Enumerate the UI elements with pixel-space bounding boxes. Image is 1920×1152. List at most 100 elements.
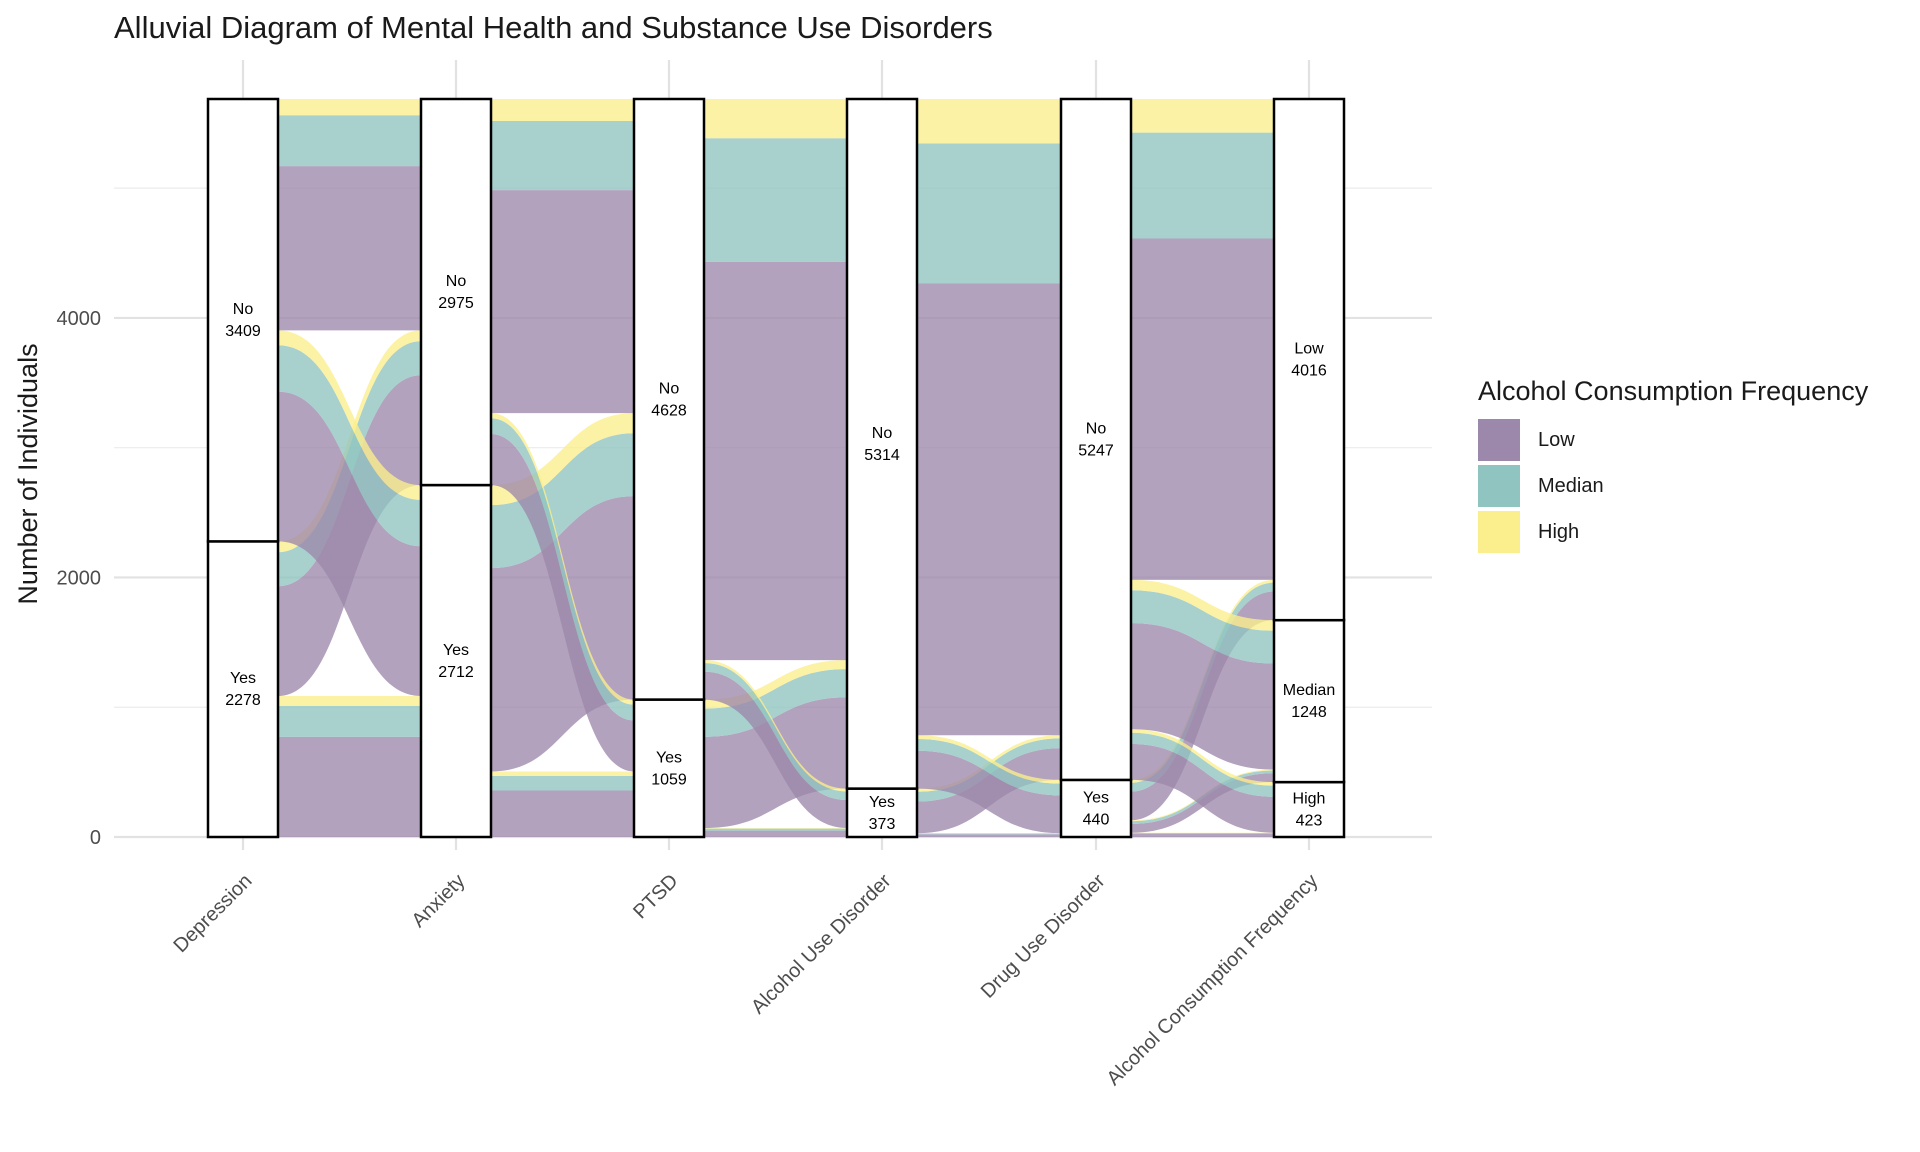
stratum-ptsd-yes: [632, 698, 706, 839]
x-axis-ticks: Depression Anxiety PTSD Alcohol Use Disorde…: [169, 870, 1322, 1090]
flow-anxiety-no-to-no-median: [491, 120, 634, 191]
stratum-label: Yes: [656, 749, 682, 766]
stratum-count: 3409: [225, 323, 261, 340]
flow-alcohol-use-disorder-no-to-no-low: [917, 283, 1061, 736]
flow-drug-use-disorder-no-to-low-low: [1131, 238, 1274, 580]
alluvial-plot: Yes 2278 No 3409 Yes 2712 No 2975 Yes 1059 No 4628 Y…: [13, 60, 1432, 1090]
x-tick-depression: Depression: [169, 870, 256, 957]
flow-ptsd-no-to-no-low: [704, 261, 847, 661]
stratum-ptsd-no: [632, 97, 706, 701]
x-tick-drug-use-disorder: Drug Use Disorder: [977, 870, 1110, 1003]
flow-drug-use-disorder-yes-to-high-median: [1131, 833, 1274, 834]
flow-alcohol-use-disorder-yes-to-yes-low: [917, 834, 1061, 837]
flow-ptsd-no-to-no-high: [704, 99, 847, 139]
stratum-count: 4628: [651, 402, 687, 419]
flow-alcohol-use-disorder-no-to-no-median: [917, 143, 1061, 284]
flow-ptsd-no-to-yes-median: [704, 662, 847, 801]
stratum-alcohol-use-disorder-yes: [845, 787, 919, 839]
legend-items: Low Median High: [1478, 417, 1868, 555]
stratum-label: No: [1086, 420, 1107, 437]
stratum-label: No: [872, 425, 893, 442]
stratum-label: No: [233, 301, 254, 318]
flow-depression-no-to-yes-low: [278, 391, 421, 697]
legend-title: Alcohol Consumption Frequency: [1478, 376, 1869, 406]
flow-drug-use-disorder-no-to-low-median: [1131, 132, 1274, 239]
x-tick-alcohol-consumption-frequency: Alcohol Consumption Frequency: [1103, 870, 1323, 1090]
legend-key-low: [1478, 419, 1520, 461]
y-tick-label: 2000: [57, 567, 102, 589]
flow-anxiety-yes-to-yes-low: [491, 790, 634, 837]
stratum-label: No: [446, 273, 467, 290]
y-tick-label: 4000: [57, 308, 102, 330]
legend-key-high: [1478, 511, 1520, 553]
stratum-label: Yes: [869, 794, 895, 811]
flow-depression-yes-to-yes-median: [278, 705, 421, 737]
stratum-depression-yes: [206, 540, 280, 839]
stratum-count: 423: [1296, 813, 1323, 830]
flow-anxiety-no-to-yes-median: [491, 418, 634, 721]
flow-ptsd-no-to-yes-high: [704, 660, 847, 792]
y-axis-label: Number of Individuals: [13, 343, 43, 604]
flow-drug-use-disorder-no-to-median-median: [1131, 590, 1274, 664]
legend-item-high: High: [1478, 509, 1868, 555]
stratum-depression-no: [206, 97, 280, 543]
flow-alcohol-use-disorder-no-to-yes-median: [917, 738, 1061, 796]
stratum-label: Median: [1283, 682, 1335, 699]
strata: Yes 2278 No 3409 Yes 2712 No 2975 Yes 1059 No 4628 Y…: [206, 97, 1346, 839]
stratum-alcohol-consumption-frequency-median: [1272, 618, 1346, 784]
stratum-label: Yes: [230, 670, 256, 687]
stratum-label: High: [1293, 791, 1326, 808]
stratum-count: 2975: [438, 295, 474, 312]
flows: [278, 99, 1274, 837]
stratum-count: 4016: [1291, 363, 1327, 380]
stratum-count: 5247: [1078, 442, 1114, 459]
flow-alcohol-use-disorder-yes-to-yes-median: [917, 833, 1061, 835]
flow-drug-use-disorder-no-to-median-high: [1131, 579, 1274, 631]
flow-ptsd-yes-to-yes-median: [704, 828, 847, 831]
stratum-label: Yes: [1083, 789, 1109, 806]
legend-label: Low: [1538, 428, 1575, 451]
stratum-count: 2712: [438, 664, 474, 681]
flow-anxiety-no-to-yes-high: [491, 413, 634, 705]
flow-depression-no-to-yes-high: [278, 330, 421, 500]
stratum-drug-use-disorder-no: [1059, 97, 1133, 782]
stratum-count: 5314: [864, 447, 900, 464]
x-tick-alcohol-use-disorder: Alcohol Use Disorder: [747, 870, 896, 1019]
stratum-anxiety-no: [419, 97, 493, 487]
flow-alcohol-use-disorder-no-to-yes-high: [917, 735, 1061, 784]
legend: Alcohol Consumption Frequency Low Median H…: [1478, 376, 1868, 555]
flow-depression-no-to-yes-median: [278, 345, 421, 547]
legend-item-low: Low: [1478, 417, 1868, 463]
stratum-anxiety-yes: [419, 483, 493, 839]
flow-anxiety-no-to-no-low: [491, 190, 634, 414]
flow-ptsd-no-to-yes-low: [704, 671, 847, 828]
flow-ptsd-yes-to-no-median: [704, 669, 847, 737]
stratum-label: Low: [1294, 341, 1324, 358]
stratum-drug-use-disorder-yes: [1059, 778, 1133, 839]
legend-label: Median: [1538, 474, 1604, 497]
legend-label: High: [1538, 520, 1580, 543]
flow-anxiety-yes-to-no-median: [491, 433, 634, 569]
flow-ptsd-yes-to-yes-low: [704, 830, 847, 837]
flow-depression-no-to-no-high: [278, 99, 421, 116]
stratum-alcohol-use-disorder-no: [845, 97, 919, 790]
stratum-count: 373: [869, 816, 896, 833]
stratum-alcohol-consumption-frequency-low: [1272, 97, 1346, 622]
flow-drug-use-disorder-no-to-low-high: [1131, 99, 1274, 133]
flow-ptsd-yes-to-yes-high: [704, 827, 847, 829]
flow-anxiety-no-to-yes-low: [491, 434, 634, 772]
flow-depression-no-to-no-low: [278, 166, 421, 331]
stratum-count: 1059: [651, 771, 687, 788]
legend-key-median: [1478, 465, 1520, 507]
flow-drug-use-disorder-no-to-high-low: [1131, 743, 1274, 833]
flow-anxiety-yes-to-yes-median: [491, 776, 634, 791]
flow-depression-yes-to-yes-high: [278, 696, 421, 706]
y-axis-ticks: 0 2000 4000: [57, 308, 102, 849]
x-tick-anxiety: Anxiety: [408, 870, 470, 932]
flow-ptsd-no-to-no-median: [704, 138, 847, 262]
flow-alcohol-use-disorder-no-to-yes-low: [917, 750, 1061, 834]
flow-drug-use-disorder-no-to-median-low: [1131, 623, 1274, 770]
stratum-label: No: [659, 380, 680, 397]
stratum-label: Yes: [443, 642, 469, 659]
stratum-count: 2278: [225, 692, 261, 709]
